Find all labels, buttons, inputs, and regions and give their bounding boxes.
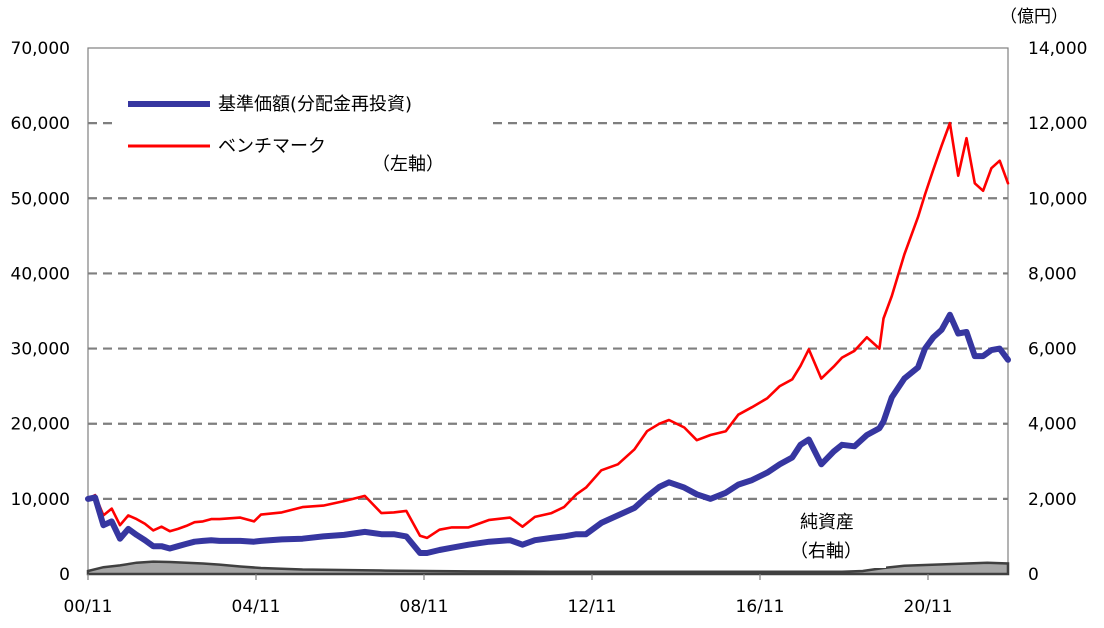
legend-axis-note: （左軸）	[372, 154, 444, 175]
x-tick-label: 20/11	[904, 597, 953, 617]
legend-label-benchmark: ベンチマーク	[218, 136, 326, 157]
net-assets-label: 純資産	[800, 512, 854, 533]
legend: 基準価額(分配金再投資) ベンチマーク （左軸）	[118, 84, 488, 184]
net-assets-label-bg	[790, 504, 886, 568]
y-right-tick-label: 12,000	[1028, 114, 1087, 134]
y-axis-left: 0 10,000 20,000 30,000 40,000 50,000 60,000 70,…	[11, 39, 70, 585]
x-axis: 00/11 04/11 08/11 12/11 16/11 20/11	[64, 574, 953, 617]
y-right-tick-label: 0	[1028, 565, 1039, 585]
y-right-tick-label: 10,000	[1028, 189, 1087, 209]
series-group	[85, 121, 1011, 576]
x-tick-label: 16/11	[736, 597, 785, 617]
y-right-tick-label: 4,000	[1028, 415, 1077, 435]
x-tick-label: 00/11	[64, 597, 113, 617]
y-right-tick-label: 2,000	[1028, 490, 1077, 510]
series-net-assets-area	[86, 560, 1010, 576]
y-right-tick-label: 14,000	[1028, 39, 1087, 59]
series-nav-line	[85, 311, 1011, 556]
legend-background	[118, 84, 488, 184]
right-axis-unit: （億円）	[1000, 7, 1068, 27]
y-left-tick-label: 40,000	[11, 264, 70, 284]
net-assets-axis-note: （右軸）	[790, 541, 862, 562]
y-left-tick-label: 20,000	[11, 415, 70, 435]
y-right-tick-label: 8,000	[1028, 264, 1077, 284]
x-tick-label: 12/11	[568, 597, 617, 617]
y-left-tick-label: 50,000	[11, 189, 70, 209]
y-right-tick-label: 6,000	[1028, 340, 1077, 360]
y-left-tick-label: 60,000	[11, 114, 70, 134]
y-left-tick-label: 10,000	[11, 490, 70, 510]
y-left-tick-label: 70,000	[11, 39, 70, 59]
series-benchmark-line	[86, 121, 1010, 540]
y-left-tick-label: 0	[59, 565, 70, 585]
y-axis-right: 0 2,000 4,000 6,000 8,000 10,000 12,000 14,000	[1028, 39, 1087, 585]
x-tick-label: 08/11	[400, 597, 449, 617]
y-left-tick-label: 30,000	[11, 340, 70, 360]
legend-label-nav: 基準価額(分配金再投資)	[218, 94, 412, 115]
x-tick-label: 04/11	[232, 597, 281, 617]
